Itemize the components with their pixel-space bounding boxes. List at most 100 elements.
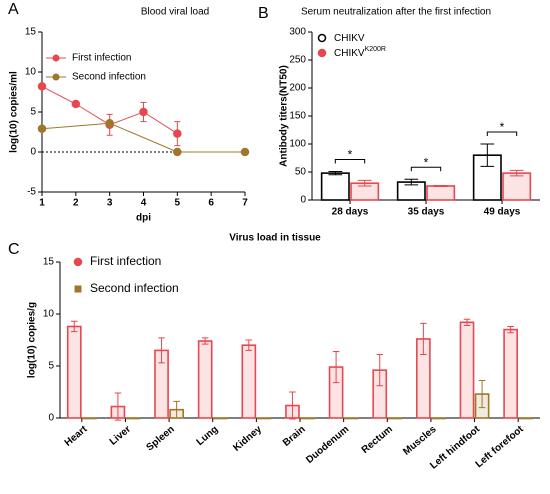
marker xyxy=(173,147,182,157)
error-bar xyxy=(480,143,495,167)
legend-name: CHIKV xyxy=(334,48,365,59)
panel-letter: C xyxy=(8,241,20,258)
error-bar xyxy=(463,318,471,326)
y-tick-label: 5 xyxy=(30,107,36,118)
significance-label: * xyxy=(500,120,505,134)
y-tick-label: 300 xyxy=(289,27,306,38)
bar xyxy=(503,328,518,419)
significance-bracket xyxy=(334,158,366,164)
x-tick-label: Left forefoot xyxy=(474,423,527,470)
error-bar xyxy=(201,337,209,345)
error-bar xyxy=(158,337,165,364)
error-bar xyxy=(433,184,448,188)
legend-marker xyxy=(52,54,60,62)
panel-letter: A xyxy=(8,1,19,18)
legend-marker xyxy=(74,285,82,293)
y-axis-label: Antibody titers(NT50) xyxy=(279,65,290,167)
marker xyxy=(71,99,81,109)
y-tick-label: 0 xyxy=(30,147,36,158)
bar xyxy=(502,172,532,201)
x-tick-label: 1 xyxy=(39,198,45,209)
marker xyxy=(37,124,47,134)
bar xyxy=(459,321,475,419)
x-tick-label: Liver xyxy=(108,424,133,448)
y-tick-label: 250 xyxy=(289,55,306,66)
x-tick-label: 3 xyxy=(107,198,113,209)
x-tick-label: 2 xyxy=(73,198,79,209)
x-tick-label: Kidney xyxy=(231,424,264,454)
y-tick-label: -5 xyxy=(27,187,36,198)
error-bar xyxy=(357,179,372,187)
y-tick-label: 15 xyxy=(25,27,37,38)
y-tick-label: 200 xyxy=(289,83,306,94)
significance-bracket xyxy=(486,131,518,136)
x-axis-label: dpi xyxy=(136,213,151,224)
bar xyxy=(197,340,213,419)
error-bar xyxy=(328,170,343,176)
marker xyxy=(240,147,250,157)
legend-marker xyxy=(317,33,327,43)
legend-marker xyxy=(317,48,327,58)
x-tick-label: 7 xyxy=(242,198,248,209)
error-bar xyxy=(332,350,340,384)
y-tick-label: 10 xyxy=(25,67,37,78)
error-bar xyxy=(289,391,296,420)
legend-marker xyxy=(52,73,60,81)
error-bar xyxy=(173,400,180,419)
error-bar xyxy=(376,354,383,387)
legend-label: Second infection xyxy=(90,281,179,295)
legend-name: First infection xyxy=(90,254,161,268)
x-tick-label: Spleen xyxy=(145,424,177,454)
series-line xyxy=(41,122,245,153)
x-tick-label: Muscles xyxy=(401,424,439,458)
chart-title: Virus load in tissue xyxy=(229,233,321,244)
legend-name: Second infection xyxy=(90,281,179,295)
y-tick-label: 10 xyxy=(43,309,55,320)
legend-label: First infection xyxy=(90,254,161,268)
y-tick-label: 100 xyxy=(289,139,306,150)
x-tick-label: 28 days xyxy=(332,207,369,218)
marker xyxy=(37,82,47,91)
bar xyxy=(66,325,82,419)
bar xyxy=(320,172,350,201)
y-axis-label: log(10) copies/ml xyxy=(9,71,20,153)
y-tick-label: 15 xyxy=(43,257,55,268)
x-tick-label: 5 xyxy=(175,198,181,209)
chart-title: Serum neutralization after the first inf… xyxy=(301,7,491,18)
legend-label: First infection xyxy=(72,53,131,64)
legend-name: CHIKV xyxy=(334,33,365,44)
marker xyxy=(105,118,114,128)
x-tick-label: 49 days xyxy=(484,207,521,218)
bar xyxy=(426,185,456,201)
significance-label: * xyxy=(348,148,353,162)
y-tick-label: 50 xyxy=(295,167,307,178)
legend-marker xyxy=(73,257,83,267)
significance-bracket xyxy=(410,166,442,172)
y-axis-label: log(10) copies/g xyxy=(27,302,38,378)
y-tick-label: 0 xyxy=(300,195,306,206)
marker xyxy=(139,107,148,117)
x-tick-label: Heart xyxy=(63,423,90,448)
legend-label: CHIKVK200R xyxy=(334,46,386,59)
error-bar xyxy=(114,392,122,421)
y-tick-label: 5 xyxy=(48,361,54,372)
x-tick-label: Duodenum xyxy=(304,424,351,466)
x-tick-label: 35 days xyxy=(408,207,445,218)
error-bar xyxy=(507,325,514,334)
y-tick-label: 0 xyxy=(48,413,54,424)
x-tick-label: Lung xyxy=(195,424,221,448)
error-bar xyxy=(478,380,486,409)
error-bar xyxy=(404,178,419,186)
error-bar xyxy=(245,339,253,351)
error-bar xyxy=(420,322,427,356)
bar xyxy=(241,344,257,419)
legend-superscript: K200R xyxy=(365,46,386,53)
x-tick-label: 4 xyxy=(141,198,147,209)
panel-letter: B xyxy=(258,5,269,22)
legend-label: Second infection xyxy=(72,72,146,83)
x-tick-label: Rectum xyxy=(360,424,395,456)
error-bar xyxy=(509,169,524,177)
x-tick-label: 6 xyxy=(208,198,214,209)
legend-label: CHIKV xyxy=(334,33,365,44)
